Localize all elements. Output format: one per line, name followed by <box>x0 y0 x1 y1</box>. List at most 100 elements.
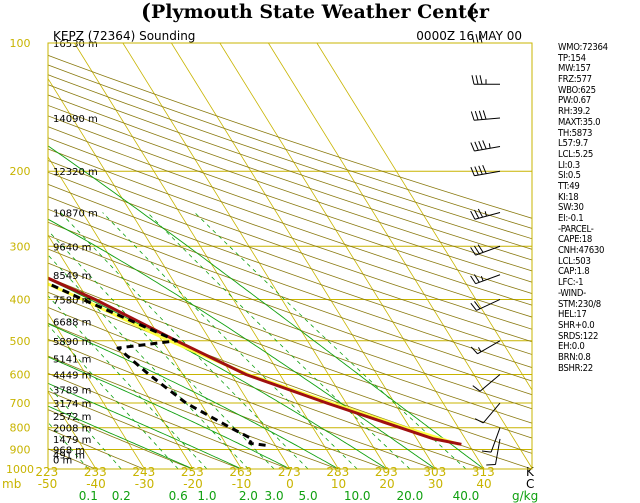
mixing-ratio-label: 5.0 <box>299 489 318 503</box>
index-item: TP:154 <box>558 52 586 64</box>
mixing-ratio-label: 10.0 <box>344 489 371 503</box>
barb-flag <box>474 166 479 176</box>
index-item: RH:39.2 <box>558 106 591 118</box>
pressure-unit-label: mb <box>2 477 21 491</box>
height-label: 12320 m <box>53 167 98 178</box>
barb-flag <box>470 275 476 284</box>
barb-flag <box>470 247 476 256</box>
plot-frame <box>47 42 533 470</box>
barb-staff <box>475 274 501 285</box>
pressure-tick-label: 1000 <box>6 463 34 476</box>
barb-flag <box>475 33 479 44</box>
isotherm-line <box>48 312 145 469</box>
celsius-tick-label: -10 <box>232 477 252 491</box>
pressure-tick-label: 400 <box>10 293 31 306</box>
dry-adiabat <box>48 84 532 250</box>
index-item: EI:-0.1 <box>558 213 584 224</box>
isotherm-line <box>48 156 242 469</box>
wind-barb <box>470 164 501 177</box>
index-item: SRDS:122 <box>558 330 599 342</box>
moist-adiabat <box>48 382 242 469</box>
celsius-tick-label: -30 <box>135 477 155 491</box>
celsius-tick-label: 40 <box>476 477 491 491</box>
dry-adiabat <box>48 322 435 469</box>
index-item: SI:0.5 <box>558 170 581 182</box>
pressure-tick-label: 500 <box>10 335 31 348</box>
dry-adiabat <box>48 307 484 469</box>
wind-barb <box>470 244 501 256</box>
barb-flag <box>470 346 478 355</box>
dry-adiabat <box>48 409 193 469</box>
barb-staff <box>477 340 501 355</box>
dry-adiabat <box>48 74 532 240</box>
isotherm-line <box>171 43 436 469</box>
index-item: STM:230/8 <box>558 298 601 310</box>
index-item: L57:9.7 <box>558 138 588 150</box>
dry-adiabat <box>48 355 338 469</box>
index-item: TT:49 <box>558 180 580 192</box>
height-label: 9640 m <box>53 242 91 253</box>
mixing-ratio-label: 0.6 <box>169 489 188 503</box>
wind-barb <box>486 438 501 466</box>
mixing-ratio-label: 0.2 <box>112 489 131 503</box>
chart-header: ( Plymouth State Weather Center ( <box>0 0 640 26</box>
dewpoint-trace <box>48 281 266 447</box>
index-item: WMO:72364 <box>558 42 608 53</box>
celsius-tick-label: 30 <box>428 477 443 491</box>
height-label: 3174 m <box>53 399 91 410</box>
dry-adiabat <box>48 428 144 469</box>
barb-flag <box>472 385 481 392</box>
wind-barb <box>471 75 500 85</box>
barb-half-flag <box>484 211 487 217</box>
mixing-ratio-line <box>147 212 411 469</box>
kelvin-unit-label: K <box>526 465 535 479</box>
dry-adiabat <box>48 221 532 396</box>
wind-barb <box>470 299 501 311</box>
dry-adiabat <box>48 126 532 294</box>
page-title: Plymouth State Weather Center <box>150 1 490 23</box>
barb-flag <box>474 209 480 219</box>
height-label: 2572 m <box>53 412 91 423</box>
index-item: LCL:503 <box>558 255 591 267</box>
barb-flag <box>470 142 475 152</box>
dry-adiabat <box>48 390 241 469</box>
pressure-tick-label: 900 <box>10 444 31 457</box>
wind-barb <box>474 402 501 424</box>
index-item: LCL:5.25 <box>558 148 593 160</box>
barb-staff <box>479 374 501 392</box>
barb-flag <box>482 140 487 150</box>
index-item: MW:157 <box>558 63 591 75</box>
isotherm-line <box>48 77 291 469</box>
mixing-ratio-line <box>48 385 122 469</box>
index-item: KI:18 <box>558 191 579 203</box>
barb-half-flag <box>488 143 491 149</box>
barb-staff <box>475 245 501 256</box>
barb-staff <box>474 146 501 152</box>
barb-flag <box>474 301 481 310</box>
barb-flag <box>477 208 484 218</box>
isotherm-line <box>48 234 194 469</box>
mixing-ratio-label: 1.0 <box>197 489 216 503</box>
barb-flag <box>481 450 492 453</box>
dry-adiabat <box>48 338 387 469</box>
wind-barb <box>470 340 501 355</box>
mixing-ratio-line <box>48 421 89 469</box>
height-label: 16530 m <box>53 39 98 50</box>
left-banner-icon: ( <box>141 0 151 24</box>
height-label: 2008 m <box>53 424 91 435</box>
barb-flag <box>479 75 483 85</box>
mixing-ratio-label: 20.0 <box>397 489 424 503</box>
height-label: 968 m <box>53 446 85 457</box>
barb-flag <box>474 418 484 424</box>
dry-adiabat <box>48 208 532 382</box>
barb-flag <box>473 274 480 283</box>
mixing-ratio-label: 40.0 <box>453 489 480 503</box>
height-label: 6688 m <box>53 317 91 328</box>
index-item: HEL:17 <box>558 309 587 321</box>
moist-adiabat <box>48 405 194 469</box>
index-item: LI:0.3 <box>558 159 580 171</box>
dry-adiabat <box>48 104 532 272</box>
dry-adiabat <box>48 171 532 343</box>
moist-adiabat <box>48 278 388 469</box>
barb-staff <box>476 299 501 311</box>
